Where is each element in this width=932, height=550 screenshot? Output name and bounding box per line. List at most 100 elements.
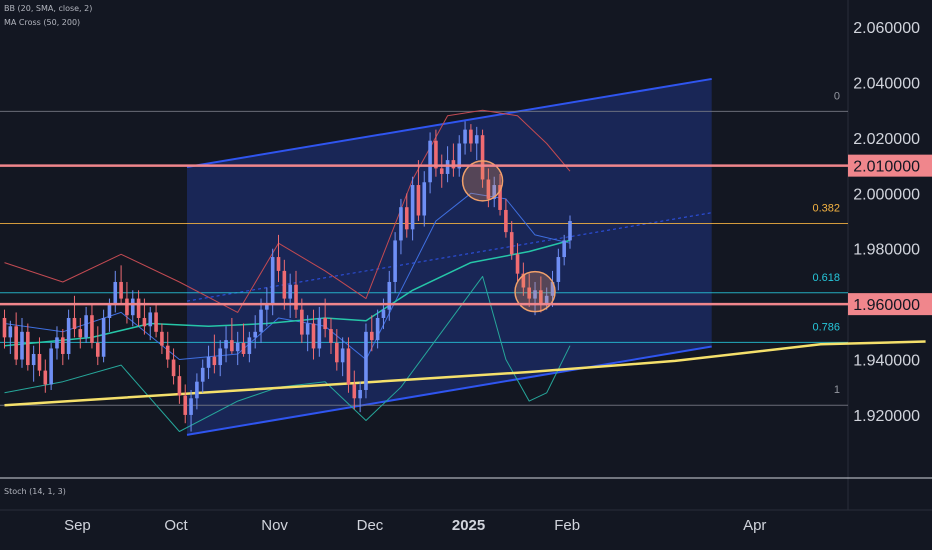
candle-body [183, 395, 188, 415]
candle-body [335, 342, 339, 363]
candle-body [375, 317, 380, 341]
candle-body [300, 309, 304, 335]
candle-body [568, 221, 572, 241]
candle-body [113, 281, 118, 305]
candle-body [439, 168, 444, 174]
candle-body [2, 317, 7, 338]
bollinger-bands-label[interactable]: BB (20, SMA, close, 2) [4, 4, 93, 13]
candle-body [154, 312, 158, 332]
candle-body [78, 329, 83, 338]
candle-body [119, 281, 123, 299]
candle-body [26, 331, 30, 366]
candle-body [393, 240, 397, 282]
candle-body [270, 257, 275, 305]
candle-body [148, 312, 153, 327]
price-tick-label: 1.980000 [853, 242, 920, 259]
candle-body [276, 257, 281, 271]
horizontal-levels[interactable]: 2.010000 1.960000 [0, 154, 932, 316]
candle-body [206, 356, 211, 368]
highlight-circles[interactable] [461, 160, 556, 313]
stochastic-label[interactable]: Stoch (14, 1, 3) [4, 487, 66, 496]
candle-body [539, 290, 543, 305]
time-tick-label: Apr [743, 517, 766, 534]
highlight-circle [461, 160, 504, 202]
regression-channel[interactable] [186, 77, 712, 436]
level-price-text: 1.960000 [853, 297, 920, 314]
candle-body [247, 337, 252, 354]
candle-body [90, 315, 94, 343]
candle-body [142, 317, 147, 327]
candle-body [107, 304, 112, 318]
candle-body [556, 257, 561, 282]
candle-body [509, 232, 514, 255]
candle-body [311, 323, 316, 349]
time-tick-label: Dec [357, 517, 384, 534]
candle-body [20, 331, 24, 360]
time-tick-label: Sep [64, 517, 91, 534]
candle-body [369, 331, 374, 341]
fib-level-label: 0.382 [812, 203, 840, 215]
candle-body [253, 331, 257, 338]
price-tick-label: 2.020000 [853, 131, 920, 148]
bb-upper-line [4, 109, 571, 313]
price-tick-label: 2.000000 [853, 186, 920, 203]
highlight-circle [514, 270, 556, 313]
candle-body [195, 381, 199, 399]
candle-body [480, 135, 485, 180]
ma-cross-label[interactable]: MA Cross (50, 200) [4, 18, 81, 27]
candle-body [160, 331, 164, 346]
candle-body [8, 326, 13, 338]
candle-body [200, 367, 205, 382]
candle-body [55, 337, 59, 349]
candle-body [445, 160, 450, 174]
candle-body [189, 398, 193, 415]
candle-body [14, 326, 18, 360]
candle-body [282, 270, 287, 299]
time-tick-label: 2025 [452, 517, 485, 534]
candle-body [498, 185, 502, 210]
candle-body [165, 345, 170, 360]
candle-body [101, 317, 106, 357]
candle-body [212, 356, 217, 366]
candle-body [259, 309, 263, 332]
candle-body [492, 185, 497, 199]
fib-level-label: 1 [834, 384, 840, 396]
candle-body [305, 323, 310, 335]
candle-body [562, 240, 566, 258]
candle-body [533, 290, 537, 299]
channel-upper-line [186, 77, 712, 169]
channel-mid-line [186, 212, 712, 302]
candle-body [387, 281, 392, 310]
candle-body [340, 348, 345, 363]
candle-body [49, 348, 53, 385]
candle-body [515, 254, 520, 274]
candle-body [265, 304, 269, 310]
candle-body [72, 317, 77, 330]
price-tick-label: 2.040000 [853, 76, 920, 93]
price-tick-label: 1.920000 [853, 408, 920, 425]
candlestick-series [2, 121, 572, 432]
candle-body [457, 143, 462, 169]
candle-body [323, 317, 327, 330]
candle-body [66, 317, 71, 354]
price-tick-label: 2.060000 [853, 20, 920, 37]
candle-body [317, 317, 322, 349]
candle-body [550, 281, 555, 296]
candle-body [399, 207, 403, 241]
candle-body [469, 129, 473, 144]
candle-body [125, 298, 129, 316]
candle-body [521, 273, 526, 288]
candle-body [486, 179, 491, 199]
candle-body [410, 185, 415, 230]
candle-body [346, 348, 351, 385]
candle-body [358, 389, 362, 399]
candle-body [428, 140, 432, 183]
candle-body [177, 376, 182, 396]
candle-body [527, 287, 531, 299]
candle-body [43, 370, 48, 385]
candle-body [84, 315, 88, 338]
candle-body [474, 135, 479, 144]
level-price-text: 2.010000 [853, 159, 920, 176]
candle-body [504, 209, 508, 233]
candle-body [434, 140, 438, 169]
